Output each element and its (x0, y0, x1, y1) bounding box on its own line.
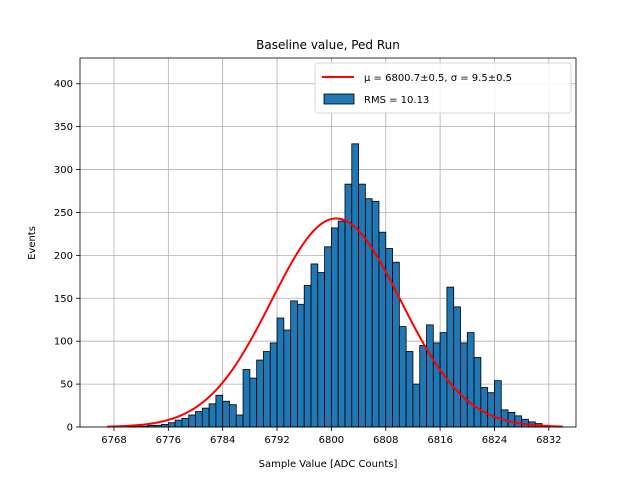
legend-fit-label: μ = 6800.7±0.5, σ = 9.5±0.5 (364, 73, 512, 84)
histogram-bar (330, 227, 339, 428)
x-tick-label: 6832 (536, 435, 561, 446)
histogram-bar (167, 422, 176, 428)
x-tick-label: 6784 (210, 435, 235, 446)
histogram-bar (303, 285, 312, 428)
histogram-bar (195, 411, 203, 428)
legend-histogram-swatch (323, 93, 355, 105)
histogram-bar (494, 380, 502, 428)
histogram-bar (174, 419, 183, 428)
chart-title: Baseline value, Ped Run (256, 38, 400, 52)
x-axis-label: Sample Value [ADC Counts] (259, 459, 398, 470)
x-tick-label: 6768 (101, 435, 126, 446)
histogram-bar (453, 306, 461, 428)
y-tick-label: 350 (54, 122, 73, 133)
x-tick-label: 6808 (373, 435, 398, 446)
histogram-bar (256, 359, 264, 428)
histogram-bar (249, 377, 258, 428)
histogram-bar (480, 387, 489, 428)
x-tick-label: 6776 (156, 435, 181, 446)
histogram-bar (242, 369, 251, 428)
histogram-bar (466, 332, 475, 428)
histogram-bar (337, 220, 346, 428)
x-tick-label: 6792 (264, 435, 289, 446)
histogram-bar (419, 345, 427, 428)
histogram-bar (460, 342, 468, 428)
histogram-bar (310, 263, 319, 428)
y-tick-label: 0 (67, 423, 73, 434)
y-axis-ticks: 0 50 100 150 200 250 300 350 400 (54, 79, 80, 434)
histogram-bar (276, 317, 285, 428)
histogram-bar (487, 392, 495, 428)
histogram-bar (181, 418, 190, 428)
x-tick-label: 6816 (427, 435, 452, 446)
histogram-bar (507, 412, 516, 428)
x-tick-label: 6824 (482, 435, 507, 446)
histogram-bar (398, 326, 407, 428)
gaussian-fit-curve (107, 217, 563, 428)
histogram-bar (351, 143, 359, 428)
histogram-bar (201, 407, 210, 428)
histogram-bar (405, 351, 414, 428)
histogram-bar (432, 342, 441, 428)
histogram-bar (412, 383, 421, 428)
y-tick-label: 100 (54, 337, 73, 348)
histogram-bar (208, 403, 217, 428)
histogram-bar (358, 183, 366, 428)
histogram-bar (215, 394, 224, 428)
y-tick-label: 400 (54, 79, 73, 90)
histogram-bar (229, 404, 237, 428)
histogram-bar (364, 198, 373, 428)
legend: μ = 6800.7±0.5, σ = 9.5±0.5 RMS = 10.13 (314, 62, 572, 114)
y-tick-label: 50 (60, 380, 73, 391)
plot-frame (79, 57, 577, 428)
histogram-bar (324, 246, 332, 428)
histogram-bar (473, 357, 482, 428)
histogram-bar (290, 300, 298, 428)
histogram-bar (222, 400, 230, 428)
histogram-bar (263, 351, 271, 428)
y-axis-label: Events (27, 226, 38, 260)
histogram-bar (371, 200, 380, 428)
histogram-bar (514, 415, 523, 428)
fit-curve-layer (107, 217, 563, 428)
histogram-bar (446, 286, 455, 428)
x-axis-ticks: 6768 6776 6784 6792 6800 6808 6816 6824 6832 (101, 427, 562, 446)
histogram-bar (188, 414, 196, 428)
histogram-bar (297, 303, 305, 428)
legend-box (314, 62, 572, 114)
y-tick-label: 150 (54, 294, 73, 305)
y-tick-label: 300 (54, 165, 73, 176)
histogram-bar (235, 414, 244, 428)
histogram-bar (317, 272, 326, 428)
legend-histogram-label: RMS = 10.13 (364, 95, 429, 106)
y-tick-label: 200 (54, 251, 73, 262)
x-tick-label: 6800 (319, 435, 344, 446)
histogram-bar (426, 324, 434, 428)
histogram-bar (283, 329, 292, 428)
histogram-bar (439, 332, 448, 428)
y-tick-label: 250 (54, 208, 73, 219)
histogram-bar (269, 342, 278, 428)
